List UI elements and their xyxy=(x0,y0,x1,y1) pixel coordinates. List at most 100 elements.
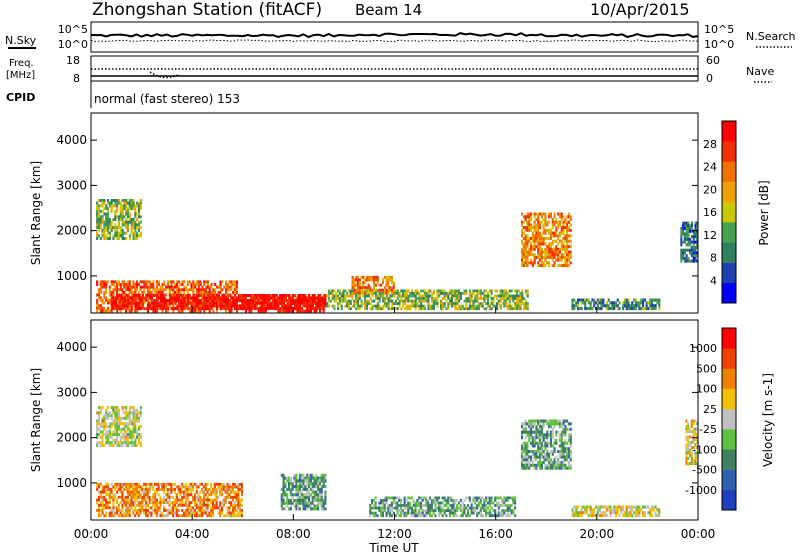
heatmap-cell xyxy=(99,482,102,486)
heatmap-cell xyxy=(116,204,119,208)
heatmap-cell xyxy=(542,256,545,259)
heatmap-cell xyxy=(105,223,108,227)
colorbar-swatch xyxy=(722,161,736,182)
heatmap-cell xyxy=(311,476,314,480)
heatmap-cell xyxy=(537,455,540,459)
heatmap-cell xyxy=(317,498,320,502)
nave-label: Nave xyxy=(746,65,774,78)
heatmap-cell xyxy=(298,498,301,502)
heatmap-cell xyxy=(132,411,135,415)
heatmap-cell xyxy=(333,299,336,303)
heatmap-cell xyxy=(145,514,148,518)
heatmap-cell xyxy=(497,514,500,518)
heatmap-cell xyxy=(128,509,131,512)
heatmap-cell xyxy=(546,250,549,254)
heatmap-cell xyxy=(403,504,406,507)
heatmap-cell xyxy=(130,220,133,224)
heatmap-cell xyxy=(485,511,488,515)
heatmap-cell xyxy=(281,306,284,310)
heatmap-cell xyxy=(255,294,258,297)
heatmap-cell xyxy=(99,503,102,507)
heatmap-cell xyxy=(188,493,191,497)
heatmap-cell xyxy=(358,307,361,311)
heatmap-cell xyxy=(308,485,311,489)
heatmap-cell xyxy=(110,280,113,284)
heatmap-cell xyxy=(369,509,372,512)
heatmap-cell xyxy=(324,485,327,489)
heatmap-cell xyxy=(535,228,538,232)
heatmap-cell xyxy=(112,430,115,434)
heatmap-cell xyxy=(450,302,453,305)
heatmap-cell xyxy=(186,493,189,497)
heatmap-cell xyxy=(535,419,538,423)
heatmap-cell xyxy=(523,304,526,308)
heatmap-cell xyxy=(184,501,187,505)
heatmap-cell xyxy=(526,226,529,230)
heatmap-cell xyxy=(108,495,111,499)
heatmap-cell xyxy=(205,280,208,284)
heatmap-cell xyxy=(526,245,529,249)
heatmap-cell xyxy=(170,509,173,512)
heatmap-cell xyxy=(356,283,359,287)
heatmap-cell xyxy=(310,304,313,308)
heatmap-cell xyxy=(524,228,527,232)
heatmap-cell xyxy=(496,304,499,308)
heatmap-cell xyxy=(293,304,296,308)
heatmap-cell xyxy=(213,488,216,491)
heatmap-cell xyxy=(114,416,117,420)
heatmap-cell xyxy=(233,501,236,505)
heatmap-cell xyxy=(544,247,547,251)
heatmap-cell xyxy=(205,299,208,303)
heatmap-cell xyxy=(201,514,204,518)
heatmap-cell xyxy=(175,506,178,510)
heatmap-cell xyxy=(286,301,289,305)
heatmap-cell xyxy=(448,509,451,512)
heatmap-cell xyxy=(356,299,359,303)
heatmap-cell xyxy=(546,419,549,423)
heatmap-cell xyxy=(356,278,359,282)
heatmap-cell xyxy=(123,416,126,420)
heatmap-cell xyxy=(286,304,289,308)
heatmap-cell xyxy=(309,504,312,508)
heatmap-cell xyxy=(143,498,146,502)
heatmap-cell xyxy=(204,498,207,502)
heatmap-cell xyxy=(685,243,688,247)
heatmap-cell xyxy=(132,207,135,211)
heatmap-cell xyxy=(483,292,486,295)
heatmap-cell xyxy=(531,237,534,240)
heatmap-cell xyxy=(116,490,119,494)
heatmap-cell xyxy=(463,499,466,502)
heatmap-cell xyxy=(298,479,301,483)
heatmap-cell xyxy=(199,511,202,515)
heatmap-cell xyxy=(105,501,108,505)
heatmap-cell xyxy=(494,499,497,502)
heatmap-cell xyxy=(117,280,120,284)
heatmap-cell xyxy=(134,226,137,230)
heatmap-cell xyxy=(103,498,106,502)
heatmap-cell xyxy=(400,289,403,293)
heatmap-cell xyxy=(117,414,120,418)
heatmap-cell xyxy=(108,237,111,240)
heatmap-cell xyxy=(470,501,473,505)
heatmap-cell xyxy=(186,503,189,507)
heatmap-cell xyxy=(423,292,426,295)
heatmap-cell xyxy=(194,299,197,303)
heatmap-cell xyxy=(476,506,479,510)
heatmap-cell xyxy=(454,289,457,293)
nsky-tick-lo: 10^0 xyxy=(58,38,88,51)
heatmap-cell xyxy=(549,231,552,235)
heatmap-cell xyxy=(250,306,253,310)
heatmap-cell xyxy=(311,501,314,505)
heatmap-cell xyxy=(326,302,329,305)
heatmap-cell xyxy=(203,299,206,303)
heatmap-cell xyxy=(116,309,119,313)
heatmap-cell xyxy=(130,411,133,415)
heatmap-cell xyxy=(132,511,135,515)
heatmap-cell xyxy=(390,288,393,292)
heatmap-cell xyxy=(445,499,448,502)
heatmap-cell xyxy=(416,501,419,505)
heatmap-cell xyxy=(548,264,551,268)
heatmap-cell xyxy=(542,436,545,440)
heatmap-cell xyxy=(367,286,370,290)
heatmap-cell xyxy=(528,218,531,221)
